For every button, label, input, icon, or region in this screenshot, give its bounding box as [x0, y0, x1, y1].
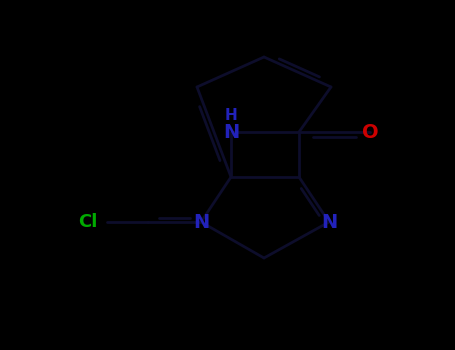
Text: O: O — [362, 122, 378, 141]
Text: N: N — [193, 212, 209, 231]
Text: H: H — [225, 108, 238, 124]
Text: Cl: Cl — [78, 213, 98, 231]
Text: N: N — [223, 122, 239, 141]
Text: N: N — [321, 212, 337, 231]
